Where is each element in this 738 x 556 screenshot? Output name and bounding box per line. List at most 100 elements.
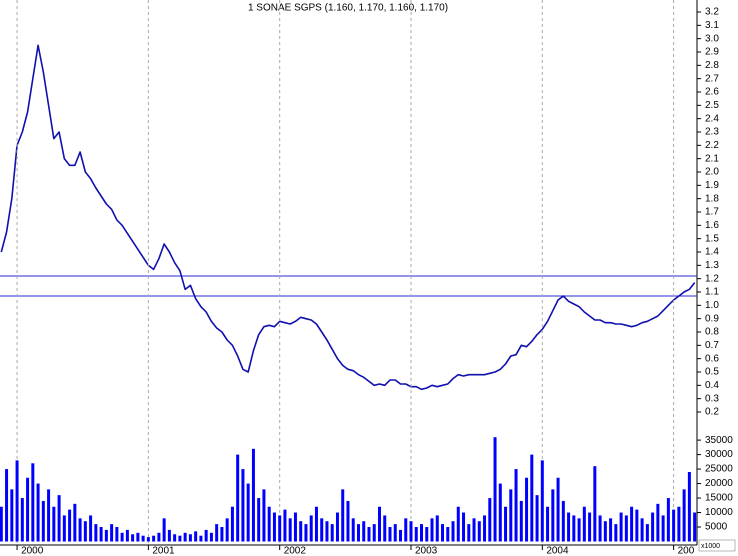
volume-bar — [372, 524, 376, 542]
volume-bar — [551, 489, 555, 542]
volume-bar — [661, 515, 665, 542]
y-tick-label: 15000 — [705, 493, 733, 504]
volume-bar — [230, 506, 234, 542]
volume-bar — [483, 515, 487, 542]
volume-bar — [20, 498, 24, 542]
volume-bar — [73, 503, 77, 542]
volume-bar — [462, 512, 466, 542]
volume-bar — [47, 489, 51, 542]
y-tick-label: 0.7 — [705, 340, 719, 351]
y-tick-label: 2.4 — [705, 113, 719, 124]
volume-bar — [41, 500, 45, 542]
volume-bar — [409, 521, 413, 542]
y-tick-label: 35000 — [705, 435, 733, 446]
volume-bar — [62, 515, 66, 542]
volume-bar — [131, 534, 135, 542]
volume-bar — [146, 537, 150, 542]
volume-bar — [262, 489, 266, 542]
volume-bar — [651, 512, 655, 542]
x-tick-label: 2001 — [152, 546, 175, 556]
y-tick-label: 1.4 — [705, 247, 719, 258]
y-tick-label: 1.5 — [705, 233, 719, 244]
volume-bar — [236, 454, 240, 542]
volume-bar — [467, 524, 471, 542]
x-tick-label: 200 — [678, 546, 695, 556]
y-tick-label: 2.3 — [705, 127, 719, 138]
y-tick-label: 2.8 — [705, 60, 719, 71]
volume-bar — [546, 506, 550, 542]
volume-bar — [477, 521, 481, 542]
volume-bar — [89, 515, 93, 542]
volume-bar — [682, 489, 686, 542]
volume-bar — [672, 509, 676, 542]
volume-bar — [656, 503, 660, 542]
volume-bar — [356, 524, 360, 542]
volume-bar — [215, 524, 219, 542]
volume-bar — [693, 512, 697, 542]
volume-bar — [199, 535, 203, 542]
volume-bar — [115, 527, 119, 542]
y-tick-label: 1.6 — [705, 220, 719, 231]
volume-bar — [78, 518, 82, 542]
volume-bar — [446, 527, 450, 542]
volume-bar — [451, 521, 455, 542]
volume-bar — [309, 515, 313, 542]
volume-bar — [267, 506, 271, 542]
volume-bar — [593, 466, 597, 542]
volume-bar — [377, 506, 381, 542]
y-tick-label: 1.8 — [705, 193, 719, 204]
y-tick-label: 2.2 — [705, 140, 719, 151]
volume-bar — [246, 483, 250, 542]
volume-bar — [325, 521, 329, 542]
volume-bar — [645, 524, 649, 542]
x-tick-label: 2004 — [546, 546, 569, 556]
y-tick-label: 2.0 — [705, 167, 719, 178]
volume-bar — [488, 498, 492, 542]
chart-title: 1 SONAE SGPS (1.160, 1.170, 1.160, 1.170… — [248, 3, 448, 14]
y-tick-label: 2.5 — [705, 100, 719, 111]
volume-bar — [441, 524, 445, 542]
y-tick-label: 3.1 — [705, 20, 719, 31]
volume-bar — [278, 515, 282, 542]
y-tick-label: 0.3 — [705, 393, 719, 404]
volume-bar — [341, 489, 345, 542]
volume-bar — [52, 506, 56, 542]
volume-bar — [241, 469, 245, 542]
volume-bar — [173, 534, 177, 542]
volume-bar — [283, 509, 287, 542]
y-tick-label: 2.7 — [705, 73, 719, 84]
y-tick-label: 1.0 — [705, 300, 719, 311]
volume-bar — [430, 518, 434, 542]
volume-bar — [624, 515, 628, 542]
volume-bar — [519, 500, 523, 542]
unit-label: x1000 — [701, 543, 720, 550]
volume-bar — [404, 518, 408, 542]
volume-bar — [425, 527, 429, 542]
volume-bar — [504, 506, 508, 542]
volume-bar — [94, 524, 98, 542]
y-tick-label: 30000 — [705, 449, 733, 460]
price-line — [0, 44, 696, 391]
volume-bar — [10, 489, 14, 542]
volume-bar — [567, 512, 571, 542]
volume-bar — [640, 518, 644, 542]
y-tick-label: 0.5 — [705, 367, 719, 378]
volume-bar — [420, 524, 424, 542]
y-tick-label: 1.9 — [705, 180, 719, 191]
volume-bar — [141, 535, 145, 542]
volume-bar — [456, 506, 460, 542]
y-tick-label: 1.3 — [705, 260, 719, 271]
volume-bar — [104, 529, 108, 542]
volume-bar — [288, 518, 292, 542]
y-tick-label: 0.6 — [705, 353, 719, 364]
y-tick-label: 0.8 — [705, 327, 719, 338]
volume-bar — [68, 509, 72, 542]
volume-bar — [152, 535, 156, 542]
volume-bar — [498, 483, 502, 542]
volume-bar — [666, 498, 670, 542]
volume-bar — [614, 524, 618, 542]
volume-bar — [157, 532, 161, 542]
volume-bar — [346, 500, 350, 542]
